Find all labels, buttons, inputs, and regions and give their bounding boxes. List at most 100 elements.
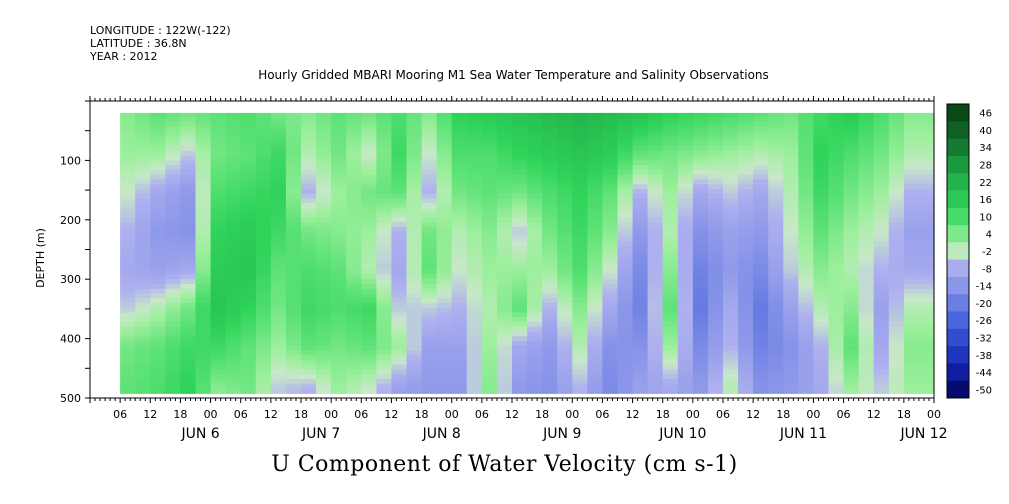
heatmap-cell <box>798 136 815 142</box>
heatmap-cell <box>301 203 317 209</box>
heatmap-cell <box>783 226 799 233</box>
heatmap-cell <box>406 250 423 257</box>
heatmap-cell <box>617 288 634 295</box>
heatmap-cell <box>180 207 197 214</box>
heatmap-cell <box>225 298 242 304</box>
heatmap-cell <box>150 317 166 323</box>
heatmap-cell <box>707 264 724 271</box>
heatmap-cell <box>557 217 573 223</box>
colorbar-swatch <box>947 294 969 312</box>
heatmap-cell <box>888 127 905 133</box>
heatmap-cell <box>436 198 453 204</box>
heatmap-cell <box>481 298 498 304</box>
heatmap-cell <box>858 331 875 337</box>
heatmap-cell <box>255 169 272 176</box>
heatmap-cell <box>210 217 227 223</box>
heatmap-cell <box>858 241 875 247</box>
heatmap-cell <box>587 303 604 309</box>
heatmap-cell <box>813 264 830 271</box>
heatmap-cell <box>466 317 483 323</box>
heatmap-cell <box>180 369 197 375</box>
heatmap-cell <box>527 331 543 337</box>
heatmap-cell <box>572 217 588 223</box>
heatmap-cell <box>240 231 257 238</box>
heatmap-cell <box>451 326 468 333</box>
heatmap-cell <box>632 245 649 252</box>
heatmap-cell <box>301 179 317 185</box>
heatmap-cell <box>572 326 588 333</box>
heatmap-cell <box>843 279 860 285</box>
heatmap-cell <box>647 284 664 290</box>
heatmap-cell <box>647 127 664 133</box>
heatmap-cell <box>542 241 558 247</box>
heatmap-cell <box>406 193 423 200</box>
heatmap-cell <box>301 260 317 266</box>
heatmap-cell <box>873 364 890 371</box>
heatmap-cell <box>602 117 619 123</box>
heatmap-cell <box>451 383 468 390</box>
heatmap-cell <box>843 112 860 119</box>
heatmap-cell <box>120 169 136 176</box>
heatmap-cell <box>858 245 875 252</box>
heatmap-cell <box>617 307 634 314</box>
x-tick-label: 18 <box>897 408 911 421</box>
heatmap-cell <box>496 165 513 171</box>
heatmap-cell <box>496 307 513 314</box>
heatmap-cell <box>918 241 935 247</box>
heatmap-cell <box>587 250 604 257</box>
heatmap-cell <box>723 250 739 257</box>
heatmap-cell <box>602 350 619 356</box>
heatmap-cell <box>662 288 679 295</box>
heatmap-cell <box>150 250 166 257</box>
heatmap-cell <box>843 236 860 242</box>
heatmap-cell <box>481 331 498 337</box>
heatmap-cell <box>858 260 875 266</box>
heatmap-cell <box>451 122 468 128</box>
heatmap-cell <box>527 326 543 333</box>
heatmap-cell <box>753 250 769 257</box>
heatmap-cell <box>165 184 182 190</box>
heatmap-cell <box>135 383 151 390</box>
heatmap-cell <box>647 326 664 333</box>
heatmap-cell <box>135 374 151 380</box>
heatmap-cell <box>361 169 377 176</box>
heatmap-cell <box>481 374 498 380</box>
heatmap-cell <box>285 184 302 190</box>
heatmap-cell <box>210 317 227 323</box>
heatmap-cell <box>557 350 573 356</box>
heatmap-cell <box>903 131 920 138</box>
heatmap-cell <box>301 288 317 295</box>
heatmap-cell <box>180 383 197 390</box>
heatmap-cell <box>572 279 588 285</box>
heatmap-cell <box>376 345 393 352</box>
heatmap-cell <box>617 127 634 133</box>
heatmap-cell <box>677 207 694 214</box>
heatmap-cell <box>240 122 257 128</box>
heatmap-cell <box>602 379 619 385</box>
heatmap-cell <box>346 212 362 219</box>
heatmap-cell <box>602 184 619 190</box>
heatmap-cell <box>331 112 347 119</box>
heatmap-cell <box>888 317 905 323</box>
heatmap-cell <box>617 312 634 318</box>
heatmap-cell <box>677 360 694 366</box>
heatmap-cell <box>270 279 287 285</box>
heatmap-cell <box>873 136 890 142</box>
heatmap-cell <box>888 165 905 171</box>
heatmap-cell <box>135 293 151 299</box>
heatmap-cell <box>316 160 332 166</box>
heatmap-cell <box>723 155 739 161</box>
heatmap-cell <box>346 331 362 337</box>
heatmap-cell <box>662 217 679 223</box>
heatmap-cell <box>647 169 664 176</box>
heatmap-cell <box>542 317 558 323</box>
heatmap-cell <box>813 169 830 176</box>
heatmap-cell <box>662 303 679 309</box>
heatmap-cell <box>135 260 151 266</box>
x-tick-label: 00 <box>927 408 941 421</box>
heatmap-cell <box>692 336 709 342</box>
heatmap-cell <box>813 231 830 238</box>
heatmap-cell <box>120 245 136 252</box>
heatmap-cell <box>361 360 377 366</box>
heatmap-cell <box>813 236 830 242</box>
